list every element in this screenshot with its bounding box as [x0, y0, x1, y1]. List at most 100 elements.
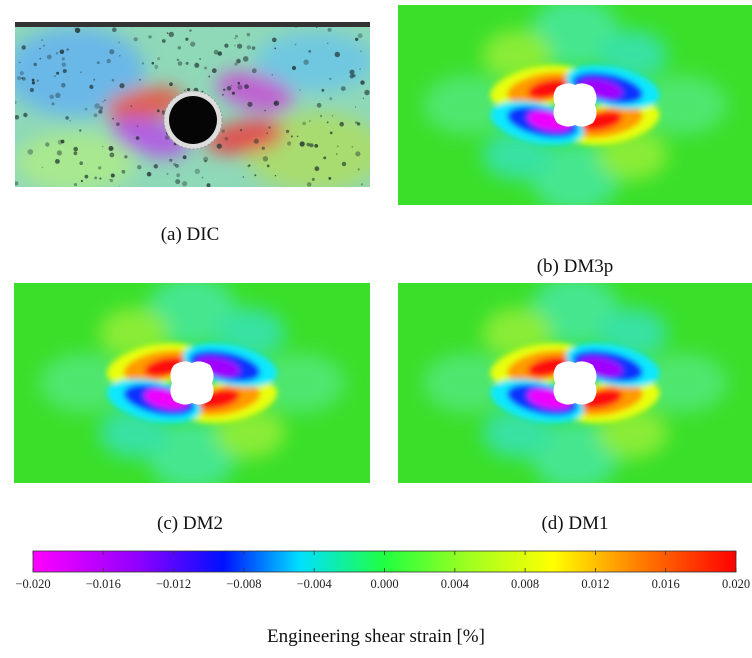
- contour-image: [398, 276, 752, 490]
- speckle: [17, 76, 22, 81]
- speckle: [268, 126, 271, 129]
- speckle: [251, 46, 256, 50]
- tick-label: −0.008: [226, 577, 261, 591]
- speckle: [176, 173, 181, 178]
- speckle: [73, 151, 78, 156]
- speckle: [290, 135, 293, 138]
- speckle: [41, 39, 44, 42]
- speckle: [185, 61, 189, 65]
- speckle: [166, 172, 169, 175]
- speckle: [45, 142, 50, 147]
- panel-dm3p: (b) DM3p: [398, 0, 752, 277]
- speckle: [287, 141, 292, 146]
- tick-label: 0.000: [370, 577, 398, 591]
- speckle: [157, 57, 161, 61]
- speckle: [274, 47, 277, 50]
- tick-label: −0.012: [156, 577, 191, 591]
- speckle: [321, 88, 325, 92]
- speckle: [110, 173, 115, 178]
- speckle: [331, 115, 334, 117]
- speckle: [329, 131, 333, 135]
- speckle: [185, 37, 189, 41]
- speckle: [237, 81, 241, 85]
- speckle: [148, 35, 152, 39]
- speckle: [261, 146, 265, 150]
- speckle: [29, 87, 34, 93]
- speckle: [41, 166, 44, 169]
- speckle: [65, 116, 69, 120]
- speckle: [79, 161, 83, 165]
- speckle: [335, 153, 338, 155]
- speckle: [316, 102, 322, 108]
- speckle: [73, 183, 78, 187]
- speckle: [303, 59, 309, 65]
- speckle: [309, 120, 311, 122]
- speckle: [254, 174, 257, 177]
- speckle: [203, 156, 209, 162]
- speckle: [326, 121, 329, 124]
- speckle: [189, 29, 192, 32]
- speckle: [109, 49, 115, 55]
- speckle: [231, 91, 235, 95]
- speckle: [236, 58, 241, 64]
- speckle: [93, 78, 96, 81]
- speckle: [36, 79, 39, 82]
- speckle: [173, 162, 177, 167]
- speckle: [109, 179, 111, 181]
- speckle: [74, 27, 76, 29]
- speckle: [296, 135, 299, 138]
- speckle: [362, 97, 364, 99]
- speckle: [175, 164, 179, 168]
- speckle: [234, 37, 236, 40]
- speckle: [56, 71, 60, 75]
- speckle: [130, 105, 133, 107]
- speckle: [55, 159, 60, 164]
- speckle: [234, 44, 236, 47]
- speckle: [194, 62, 200, 68]
- speckle: [104, 99, 106, 101]
- speckle: [74, 27, 81, 33]
- speckle: [294, 43, 297, 46]
- speckle: [264, 109, 266, 112]
- speckle: [235, 34, 238, 38]
- speckle: [118, 41, 120, 44]
- speckle: [237, 43, 243, 49]
- speckle: [364, 89, 370, 96]
- speckle: [247, 101, 253, 107]
- speckle: [112, 117, 114, 120]
- tick-label: 0.012: [581, 577, 609, 591]
- speckle: [357, 168, 360, 171]
- speckle: [224, 43, 229, 48]
- speckle: [177, 46, 181, 50]
- speckle: [328, 177, 332, 180]
- speckle: [15, 181, 19, 186]
- caption: (a) DIC: [161, 224, 220, 245]
- speckle: [151, 61, 155, 65]
- speckle: [43, 44, 45, 47]
- speckle: [309, 143, 314, 148]
- speckle: [69, 119, 71, 122]
- speckle: [204, 66, 208, 70]
- colorbar: −0.020 −0.016 −0.012 −0.008 −0.004 0.000 0.004…: [15, 550, 750, 591]
- speckle: [94, 176, 98, 180]
- speckle: [169, 158, 173, 162]
- speckle: [133, 37, 138, 42]
- speckle: [116, 122, 120, 126]
- contour-image: [398, 0, 752, 212]
- speckle: [137, 165, 142, 170]
- speckle: [93, 113, 98, 118]
- speckle: [334, 51, 340, 58]
- speckle: [336, 145, 339, 148]
- speckle: [27, 149, 34, 155]
- speckle: [119, 55, 121, 57]
- speckle: [96, 61, 100, 64]
- speckle: [15, 100, 17, 104]
- speckle: [61, 62, 66, 67]
- speckle: [169, 82, 173, 86]
- speckle: [155, 68, 157, 70]
- speckle: [201, 176, 204, 179]
- speckle: [291, 65, 297, 71]
- speckle: [99, 177, 102, 180]
- speckle: [39, 57, 42, 60]
